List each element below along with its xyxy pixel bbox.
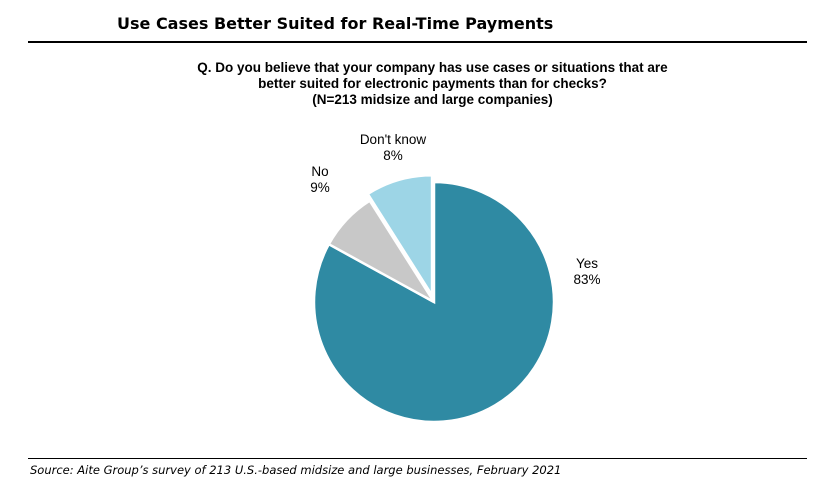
source-divider — [28, 458, 807, 459]
source-note: Source: Aite Group’s survey of 213 U.S.-… — [30, 463, 562, 477]
slice-value-don-t-know: 8% — [383, 148, 403, 163]
chart-question: Q. Do you believe that your company has … — [100, 60, 765, 108]
pie-slice-don-t-know — [327, 198, 436, 304]
slice-label-don-t-know: Don't know — [360, 132, 427, 147]
title-divider — [28, 41, 807, 43]
page-title: Use Cases Better Suited for Real-Time Pa… — [117, 14, 554, 33]
slice-value-yes: 83% — [573, 272, 600, 287]
question-line-1: Q. Do you believe that your company has … — [197, 60, 668, 75]
slice-value-no: 9% — [310, 180, 330, 195]
question-line-2: better suited for electronic payments th… — [258, 76, 607, 91]
slice-label-no: No — [311, 164, 328, 179]
slice-label-yes: Yes — [576, 256, 598, 271]
question-line-3: (N=213 midsize and large companies) — [312, 92, 553, 107]
pie-slice-no — [366, 174, 434, 300]
